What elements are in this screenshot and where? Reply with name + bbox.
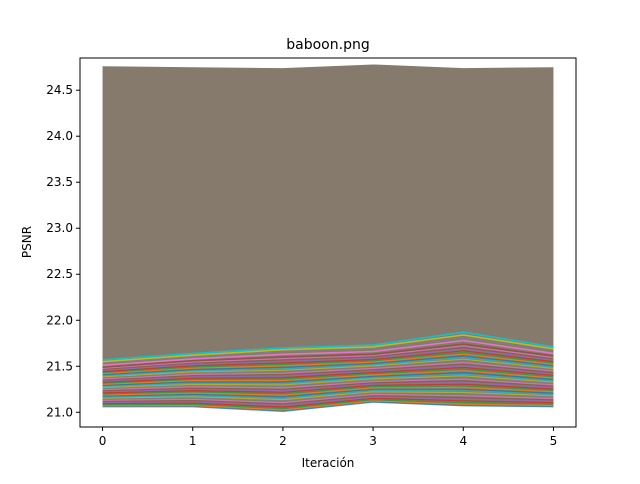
- series-line: [102, 366, 554, 383]
- y-tick-label: 21.0: [46, 405, 73, 419]
- series-line: [102, 400, 554, 411]
- series-line: [102, 350, 554, 373]
- y-tick-label: 22.0: [46, 313, 73, 327]
- x-axis-label: Iteración: [302, 456, 355, 470]
- series-line: [102, 361, 554, 380]
- series-line: [102, 348, 554, 371]
- series-line: [102, 365, 554, 382]
- runs-envelope-area: [102, 64, 554, 412]
- x-tick-label: 3: [369, 434, 377, 448]
- series-line: [102, 397, 554, 408]
- series-line: [102, 388, 554, 398]
- series-line: [102, 363, 554, 381]
- series-line: [102, 339, 554, 367]
- series-line: [102, 381, 554, 393]
- series-line: [102, 360, 554, 379]
- series-line: [102, 351, 554, 374]
- series-line: [102, 345, 554, 369]
- y-axis: 21.0 21.5 22.0 22.5 23.0 23.5 24.0 24.5: [46, 83, 80, 419]
- axes-frame: [79, 57, 577, 428]
- x-axis: 0 1 2 3 4 5: [99, 427, 558, 448]
- x-tick-label: 1: [189, 434, 197, 448]
- series-line: [102, 373, 554, 387]
- series-line: [102, 358, 554, 378]
- series-line: [102, 389, 554, 399]
- y-tick-label: 21.5: [46, 359, 73, 373]
- y-tick-label: 24.5: [46, 83, 73, 97]
- series-line: [102, 371, 554, 386]
- series-stripes: [102, 343, 554, 413]
- series-line: [102, 376, 554, 390]
- series-line: [102, 391, 554, 401]
- series-line: [102, 375, 554, 389]
- series-line: [102, 336, 554, 365]
- series-line: [102, 392, 554, 402]
- series-line: [102, 343, 554, 368]
- series-line: [102, 370, 554, 385]
- series-line: [102, 393, 554, 404]
- series-line: [102, 334, 554, 363]
- series-line: [102, 396, 554, 407]
- y-tick-label: 23.5: [46, 175, 73, 189]
- x-tick-label: 4: [459, 434, 467, 448]
- y-tick-label: 23.0: [46, 221, 73, 235]
- series-line: [102, 395, 554, 405]
- series-line: [102, 346, 554, 370]
- series-line: [102, 398, 554, 410]
- series-line: [102, 383, 554, 394]
- series-line: [102, 353, 554, 375]
- series-line: [102, 380, 554, 392]
- series-line: [102, 331, 554, 361]
- y-tick-label: 22.5: [46, 267, 73, 281]
- y-axis-label: PSNR: [20, 226, 34, 258]
- series-line: [102, 401, 554, 413]
- series-line: [102, 368, 554, 384]
- x-tick-label: 5: [550, 434, 558, 448]
- y-tick-label: 24.0: [46, 129, 73, 143]
- plot-area: [102, 64, 554, 413]
- x-tick-label: 0: [99, 434, 107, 448]
- series-line: [102, 378, 554, 391]
- series-line: [102, 355, 554, 376]
- chart-title: baboon.png: [286, 37, 369, 53]
- series-line: [102, 386, 554, 396]
- series-line: [102, 356, 554, 377]
- series-line: [102, 385, 554, 395]
- x-tick-label: 2: [279, 434, 287, 448]
